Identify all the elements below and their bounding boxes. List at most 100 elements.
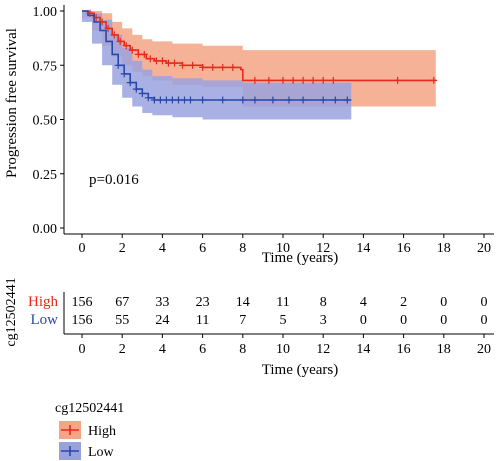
risk-cell: 156	[72, 313, 93, 328]
censor-mark-low	[168, 96, 176, 104]
legend: cg12502441 High Low	[55, 401, 124, 460]
risk-x-tick-label: 18	[437, 342, 451, 357]
confidence-bands	[82, 11, 436, 120]
censor-mark-high	[122, 42, 130, 50]
risk-x-ticks: 0 2 4 6 8 10 12 14 16 18 20	[79, 334, 491, 357]
censor-mark-high	[299, 76, 307, 84]
censor-mark-high	[319, 76, 327, 84]
risk-cell: 0	[360, 313, 367, 328]
km-plot-panel: 0.00 0.25 0.50 0.75 1.00 0 2 4 6 8 10 12 14 16 18 20 P…	[4, 5, 494, 266]
censor-mark-low	[132, 85, 140, 93]
x-tick-label: 16	[397, 241, 411, 256]
risk-cell: 3	[320, 313, 327, 328]
censor-mark-low	[114, 61, 122, 69]
risk-cell: 5	[280, 313, 287, 328]
y-tick-label: 0.50	[33, 114, 58, 129]
risk-cell: 55	[115, 313, 129, 328]
risk-x-tick-label: 12	[316, 342, 330, 357]
risk-cell: 4	[360, 295, 367, 310]
risk-x-tick-label: 10	[276, 342, 290, 357]
censor-mark-high	[116, 37, 124, 45]
risk-x-tick-label: 0	[79, 342, 86, 357]
censor-mark-high	[279, 76, 287, 84]
censor-mark-low	[199, 96, 207, 104]
censor-mark-low	[319, 96, 327, 104]
legend-title: cg12502441	[55, 401, 124, 416]
risk-x-tick-label: 16	[397, 342, 411, 357]
risk-x-axis-label: Time (years)	[262, 362, 339, 378]
y-tick-label: 0.25	[33, 168, 58, 183]
censor-mark-high	[128, 46, 136, 54]
censor-mark-low	[343, 96, 351, 104]
risk-cell: 0	[481, 295, 488, 310]
legend-label-high: High	[88, 424, 116, 439]
censor-mark-high	[309, 76, 317, 84]
censor-mark-high	[329, 76, 337, 84]
risk-cell: 0	[400, 313, 407, 328]
censor-mark-high	[289, 76, 297, 84]
y-tick-label: 0.75	[33, 59, 58, 74]
risk-cell: 67	[115, 295, 129, 310]
censor-mark-low	[239, 96, 247, 104]
censor-mark-high	[209, 63, 217, 71]
risk-row-label-high: High	[28, 294, 59, 310]
censor-mark-high	[104, 24, 112, 32]
x-tick-label: 8	[239, 241, 246, 256]
x-ticks: 0 2 4 6 8 10 12 14 16 18 20	[79, 234, 491, 256]
censor-mark-high	[152, 57, 160, 65]
censor-mark-low	[299, 96, 307, 104]
censor-marks	[86, 9, 438, 104]
censor-mark-low	[269, 96, 277, 104]
risk-cell: 33	[155, 295, 169, 310]
censor-mark-high	[171, 59, 178, 67]
censor-mark-high	[158, 57, 166, 65]
x-tick-label: 14	[356, 241, 370, 256]
censor-mark-low	[144, 94, 152, 102]
x-tick-label: 2	[119, 241, 126, 256]
censor-mark-low	[138, 90, 146, 97]
censor-mark-low	[162, 96, 170, 104]
risk-x-tick-label: 2	[119, 342, 126, 357]
x-tick-label: 6	[199, 241, 206, 256]
risk-x-tick-label: 4	[159, 342, 166, 357]
censor-mark-high	[265, 76, 273, 84]
legend-key-high	[61, 425, 79, 435]
censor-mark-low	[156, 96, 164, 104]
risk-cell: 14	[236, 295, 250, 310]
risk-x-tick-label: 20	[477, 342, 491, 357]
risk-x-tick-label: 14	[356, 342, 370, 357]
censor-mark-high	[110, 31, 118, 39]
risk-table-rows: High 156 67 33 23 14 11 8 4 2 0 0 Low 156 55 24 11 7 5 3 0 0 0…	[28, 294, 488, 328]
censor-mark-high	[164, 59, 172, 67]
censor-mark-high	[219, 63, 227, 71]
censor-mark-high	[140, 50, 148, 58]
censor-mark-high	[430, 76, 438, 84]
censor-mark-low	[331, 96, 339, 104]
censor-mark-low	[126, 79, 134, 87]
censor-mark-high	[199, 63, 207, 71]
censor-mark-high	[146, 55, 154, 63]
risk-cell: 2	[400, 295, 407, 310]
x-tick-label: 12	[316, 241, 330, 256]
risk-cell: 24	[155, 313, 169, 328]
legend-item-low: Low	[59, 442, 115, 460]
x-tick-label: 4	[159, 241, 166, 256]
y-ticks: 0.00 0.25 0.50 0.75 1.00	[33, 5, 64, 237]
risk-cell: 8	[320, 295, 327, 310]
censor-mark-low	[219, 96, 227, 104]
legend-items: High Low	[59, 421, 116, 460]
censor-mark-high	[251, 76, 259, 84]
x-tick-label: 0	[79, 241, 86, 256]
censor-mark-high	[179, 61, 186, 69]
censor-mark-low	[181, 96, 188, 104]
confidence-band-low	[82, 11, 352, 120]
risk-table-title: cg12502441	[4, 277, 19, 346]
censor-mark-low	[285, 96, 293, 104]
x-tick-label: 20	[477, 241, 491, 256]
censor-mark-low	[251, 96, 259, 104]
risk-cell: 0	[440, 295, 447, 310]
risk-cell: 0	[440, 313, 447, 328]
censor-mark-high	[98, 18, 106, 26]
p-value-annotation: p=0.016	[89, 172, 139, 188]
